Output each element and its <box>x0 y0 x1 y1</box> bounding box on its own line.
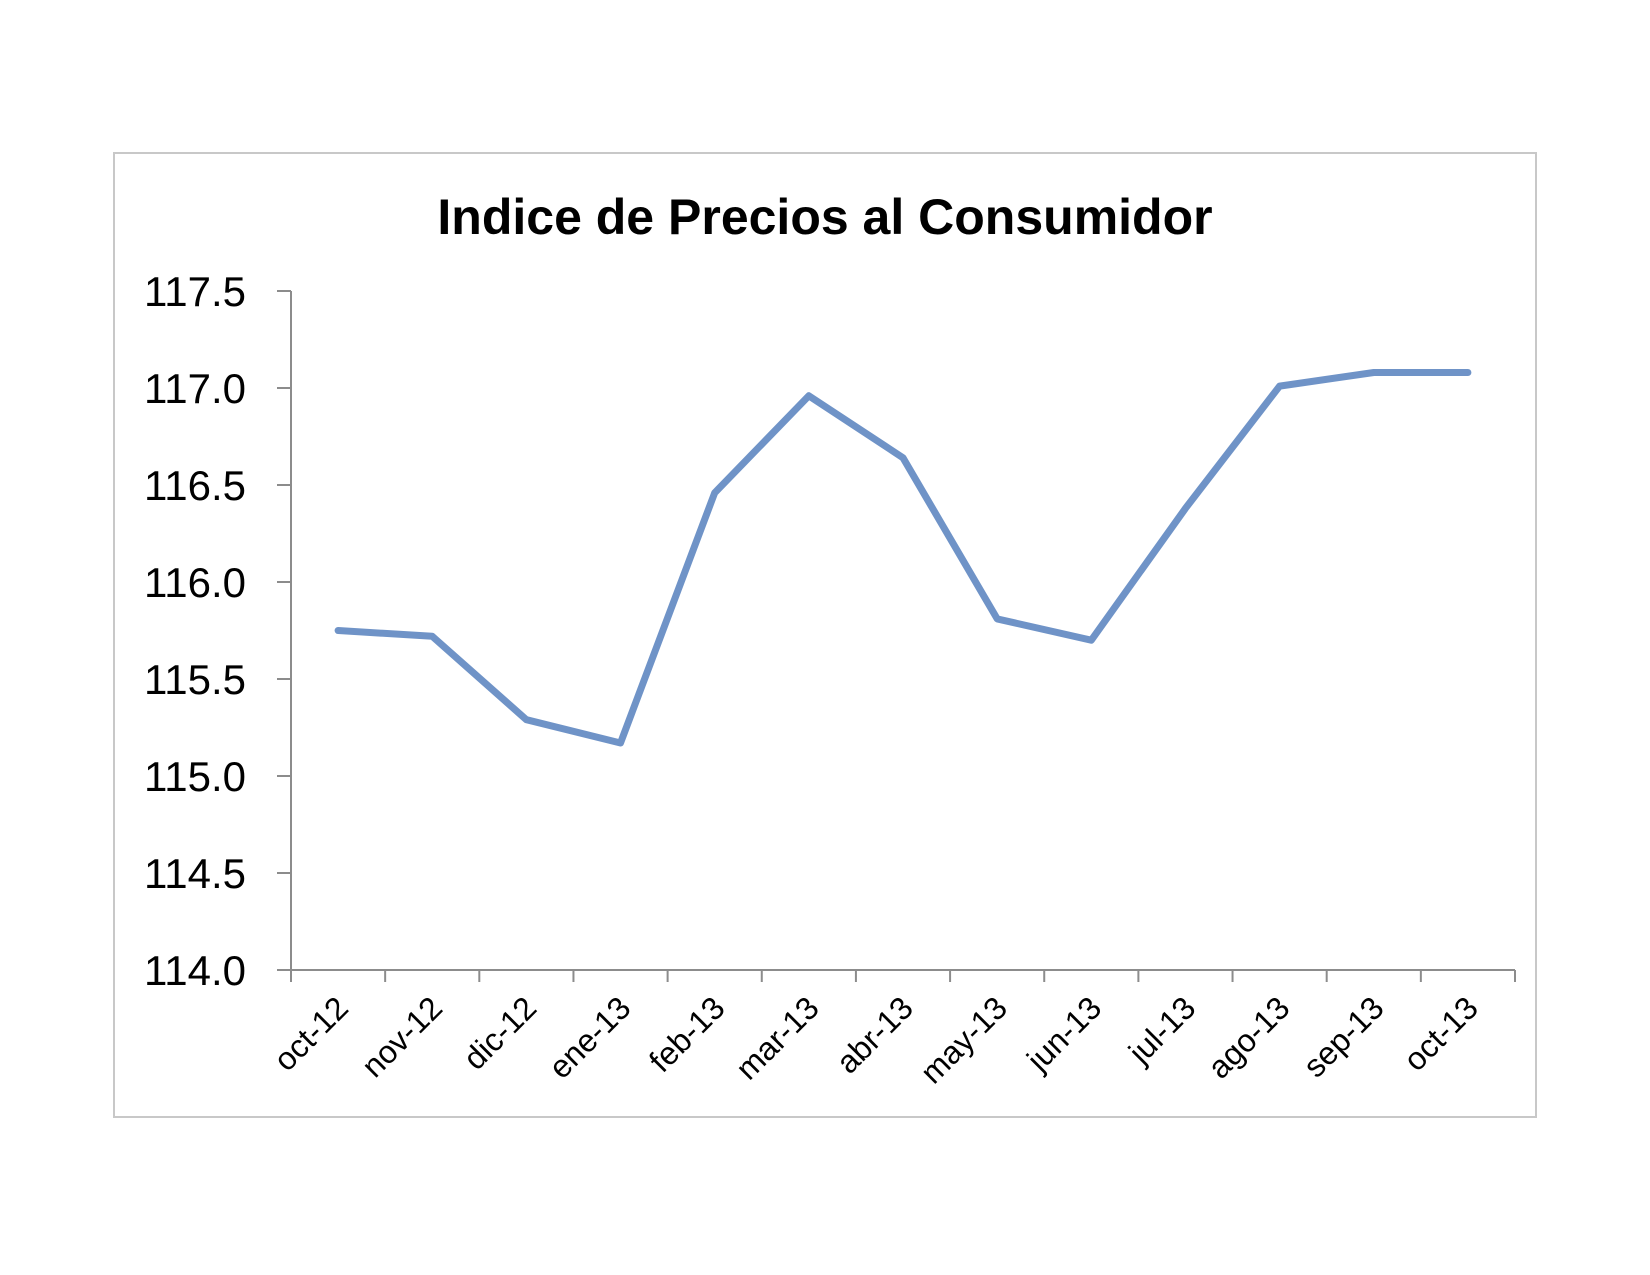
data-point <box>902 457 904 459</box>
x-tick-label: ago-13 <box>1201 989 1297 1085</box>
data-point <box>1090 639 1092 641</box>
data-point <box>714 492 716 494</box>
x-tick-label: abr-13 <box>829 989 920 1080</box>
data-point <box>1373 372 1375 373</box>
series-group <box>334 369 1472 747</box>
data-point <box>620 742 621 744</box>
x-tick-label: jun-13 <box>1019 989 1108 1078</box>
data-point <box>431 635 433 637</box>
x-tick-label: sep-13 <box>1296 989 1391 1084</box>
data-point <box>337 630 339 631</box>
y-tick-label: 116.0 <box>144 559 246 606</box>
data-point <box>996 618 998 620</box>
x-tick-label: jul-13 <box>1121 989 1203 1071</box>
y-axis-ticks: 114.0 114.5 115.0 115.5 116.0 116.5 117.0 117.5 <box>144 268 291 994</box>
data-point <box>1279 385 1281 387</box>
x-tick-label: mar-13 <box>729 989 826 1086</box>
y-tick-label: 114.5 <box>144 850 246 897</box>
data-point <box>1185 507 1186 509</box>
y-tick-label: 117.5 <box>144 268 246 315</box>
axes <box>290 291 1515 971</box>
data-point <box>525 719 527 721</box>
line-chart: Indice de Precios al Consumidor 114.0114… <box>144 189 1516 1090</box>
data-point <box>1467 372 1469 373</box>
data-point <box>808 395 810 397</box>
y-tick-label: 115.5 <box>144 656 246 703</box>
x-tick-label: ene-13 <box>542 989 638 1085</box>
chart-area: Indice de Precios al Consumidor 114.0 114… <box>113 152 1537 1118</box>
y-tick-label: 117.0 <box>144 365 246 412</box>
series-line <box>334 369 1472 747</box>
y-tick-label: 115.0 <box>144 753 246 800</box>
x-tick-label: may-13 <box>913 989 1014 1090</box>
y-tick-label: 114.0 <box>144 947 246 994</box>
x-tick-label: oct-12 <box>267 989 355 1077</box>
y-tick-label: 116.5 <box>144 462 246 509</box>
x-tick-label: feb-13 <box>642 989 732 1079</box>
x-tick-label: nov-12 <box>355 989 450 1084</box>
chart-title: Indice de Precios al Consumidor <box>437 189 1212 245</box>
x-tick-label: oct-13 <box>1397 989 1485 1077</box>
x-tick-label: dic-12 <box>456 989 543 1076</box>
